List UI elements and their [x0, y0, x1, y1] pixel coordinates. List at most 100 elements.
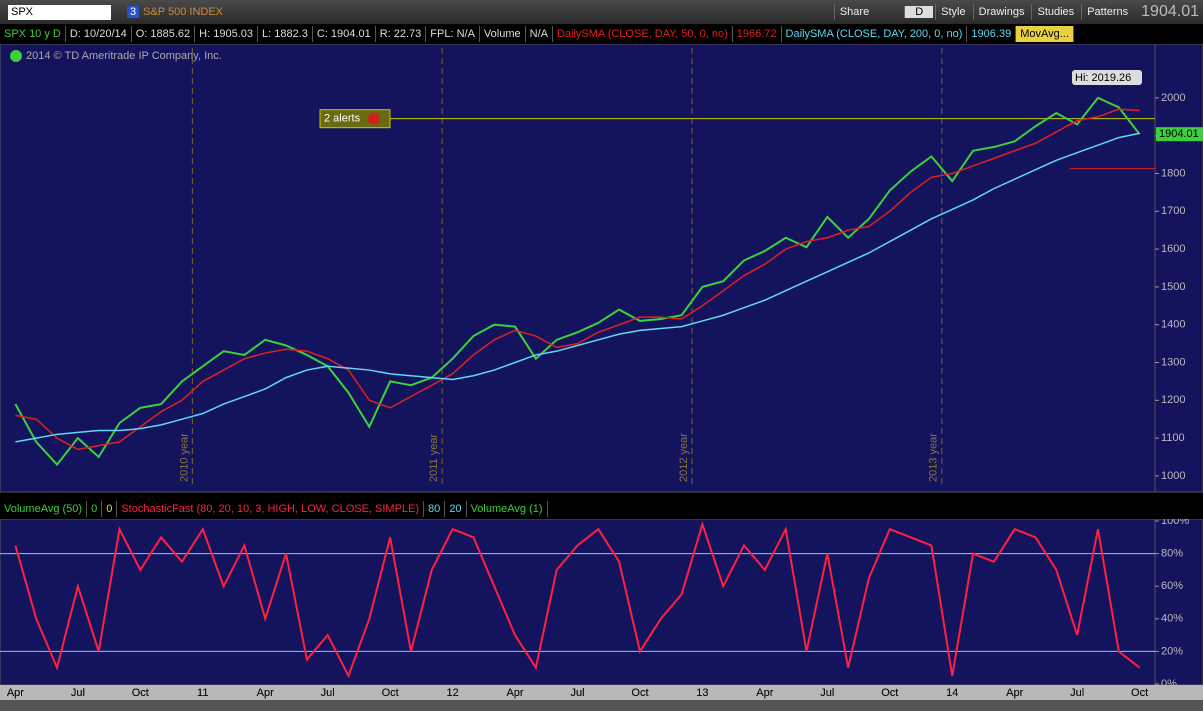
stoch-panel [0, 518, 1156, 686]
volume-avg-legend: VolumeAvg (50) [0, 501, 88, 517]
share-button[interactable]: Share [833, 4, 874, 20]
y-tick-label: 2000 [1161, 92, 1185, 104]
x-tick-label: Oct [1131, 687, 1148, 699]
volume-avg1-legend: VolumeAvg (1) [467, 501, 548, 517]
oversold-level: 20 [445, 501, 467, 517]
study-more[interactable]: MovAvg... [1016, 26, 1074, 42]
x-tick-label: Jul [820, 687, 834, 699]
period-button[interactable]: D [904, 6, 934, 18]
x-tick-label: 11 [197, 687, 208, 699]
stochastic-legend[interactable]: StochasticFast (80, 20, 10, 3, HIGH, LOW… [117, 501, 425, 517]
range: R: 22.73 [376, 26, 427, 42]
y-tick-label: 1100 [1161, 432, 1185, 444]
y-tick-label: 1800 [1161, 167, 1185, 179]
x-tick-label: Jul [321, 687, 335, 699]
x-tick-label: 12 [446, 687, 458, 699]
style-button[interactable]: Style [935, 4, 970, 20]
sma50-legend[interactable]: DailySMA (CLOSE, DAY, 50, 0, no) [553, 26, 733, 42]
y-tick-label: 1300 [1161, 356, 1185, 368]
x-tick-label: Jul [71, 687, 85, 699]
price-marker [1156, 127, 1203, 142]
lower-info-bar: VolumeAvg (50) 0 0 StochasticFast (80, 2… [0, 499, 1203, 519]
x-tick-label: Jul [1070, 687, 1084, 699]
volume-value: N/A [526, 26, 553, 42]
studies-button[interactable]: Studies [1031, 4, 1079, 20]
description: S&P 500 INDEX [143, 6, 224, 18]
x-tick-label: 13 [696, 687, 708, 699]
year-annotation: 2010 year [178, 433, 190, 482]
x-tick-label: Oct [881, 687, 898, 699]
x-tick-label: 12 [446, 687, 458, 699]
x-tick-label: Oct [881, 687, 898, 699]
patterns-button[interactable]: Patterns [1081, 4, 1133, 20]
x-tick-label: Jul [570, 687, 584, 699]
x-tick-label: Jul [820, 687, 834, 699]
date: D: 10/20/14 [66, 26, 132, 42]
x-tick-label: Oct [382, 687, 399, 699]
low: L: 1882.3 [258, 26, 313, 42]
status-strip [0, 700, 1203, 711]
price-axis [1154, 43, 1203, 493]
x-tick-label: Oct [631, 687, 648, 699]
x-tick-label: Jul [321, 687, 335, 699]
sma200-legend[interactable]: DailySMA (CLOSE, DAY, 200, 0, no) [782, 26, 968, 42]
stoch-axis [1154, 518, 1203, 686]
copyright-icon [10, 50, 22, 62]
y-tick-label: 60% [1161, 580, 1183, 592]
last-price: 1904.01 [1141, 3, 1199, 20]
price-marker-label: 1904.01 [1159, 128, 1199, 140]
x-tick-label: Jul [570, 687, 584, 699]
x-tick-label: Oct [132, 687, 149, 699]
series-line [14, 96, 1141, 467]
chart-name: SPX 10 y D [0, 26, 66, 42]
year-annotation: 2011 year [428, 434, 440, 482]
toolbar: SPX 3 S&P 500 INDEX Share D Style Drawin… [0, 0, 1203, 24]
volume: Volume [480, 26, 526, 42]
x-tick-label: 13 [696, 687, 708, 699]
link-badge[interactable]: 3 [127, 6, 140, 18]
series-line [15, 132, 1140, 443]
x-tick-label: Oct [1131, 687, 1148, 699]
symbol-box[interactable]: SPX [8, 4, 111, 20]
x-tick-label: 14 [946, 687, 958, 699]
y-tick-label: 1400 [1161, 319, 1185, 331]
year-annotation: 2012 year [678, 433, 690, 482]
overbought-level: 80 [424, 501, 446, 517]
x-tick-label: Oct [132, 687, 149, 699]
year-annotation: 2013 year [928, 433, 940, 482]
x-tick-label: Apr [1006, 687, 1023, 699]
series-line [15, 108, 1140, 451]
x-tick-label: Apr [1006, 687, 1023, 699]
alert-close[interactable] [368, 112, 380, 125]
volume-avg-value: 0 [87, 501, 103, 517]
drawings-button[interactable]: Drawings [972, 4, 1030, 20]
x-tick-label: Apr [756, 687, 773, 699]
x-tick-label: Oct [631, 687, 648, 699]
high: H: 1905.03 [195, 26, 258, 42]
y-tick-label: 0% [1161, 678, 1177, 690]
price-panel [0, 43, 1156, 493]
fpl: FPL: N/A [426, 26, 480, 42]
x-tick-label: 14 [946, 687, 958, 699]
x-axis-strip [0, 685, 1203, 700]
series-line [14, 520, 1141, 679]
sma200-value: 1906.39 [967, 26, 1017, 42]
volume-avg-value: 0 [102, 501, 118, 517]
y-tick-label: 20% [1161, 645, 1183, 657]
x-tick-label: Apr [257, 687, 274, 699]
alert-label: 2 alerts [324, 113, 361, 125]
x-tick-label: Jul [71, 687, 85, 699]
high-box [1072, 70, 1142, 85]
y-tick-label: 1500 [1161, 281, 1185, 293]
y-tick-label: 1200 [1161, 394, 1185, 406]
y-tick-label: 1600 [1161, 243, 1185, 255]
x-tick-label: Jul [1070, 687, 1084, 699]
x-tick-label: Apr [506, 687, 523, 699]
y-tick-label: 1700 [1161, 205, 1185, 217]
x-tick-label: Apr [7, 687, 24, 699]
y-tick-label: 80% [1161, 548, 1183, 560]
x-tick-label: Oct [382, 687, 399, 699]
x-tick-label: Apr [506, 687, 523, 699]
